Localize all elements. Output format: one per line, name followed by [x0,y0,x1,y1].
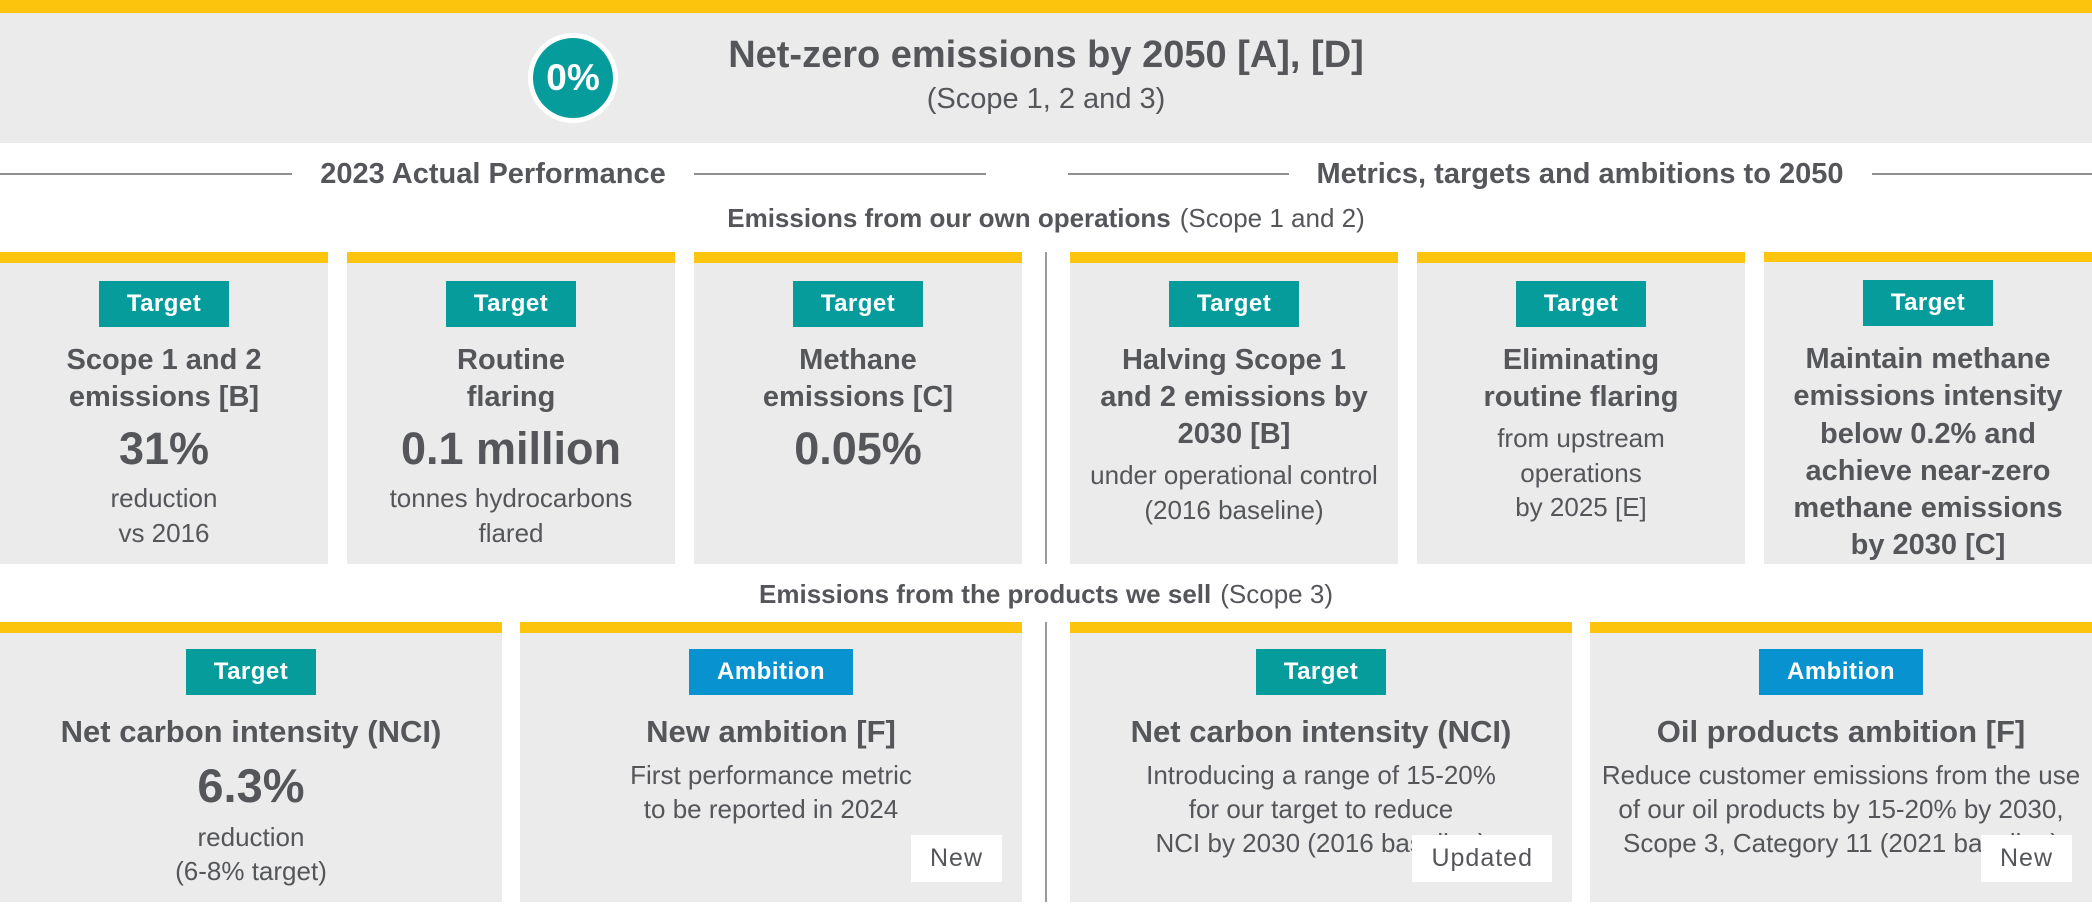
card-value: 31% [118,423,210,475]
card-detail: First performance metric to be reported … [630,759,912,824]
cards-group-right: Target Halving Scope 1 and 2 emissions b… [1070,252,2092,564]
card-detail: under operational control (2016 baseline… [1090,460,1378,525]
card-title: Maintain methane emissions intensity bel… [1793,343,2063,561]
card-title: Net carbon intensity (NCI) [1130,714,1512,749]
card-new-ambition: Ambition New ambition [F] First performa… [520,622,1022,902]
progress-circle: 0% [528,33,618,123]
column-header-left: 2023 Actual Performance [320,157,666,190]
status-tag-updated: Updated [1412,835,1552,882]
card-detail: reduction (6-8% target) [175,822,327,887]
target-badge: Target [185,649,317,695]
progress-circle-label: 0% [546,57,600,98]
card-accent-bar [1764,252,2092,263]
card-accent-bar [1417,252,1745,263]
column-divider [1022,622,1070,902]
cards-row-scope-1-2: Target Scope 1 and 2 emissions [B] 31% r… [0,252,2092,564]
card-detail: tonnes hydrocarbons flared [389,483,633,548]
target-badge: Target [1255,649,1387,695]
card-title: Net carbon intensity (NCI) [60,714,442,749]
section-label-bold: Emissions from the products we sell [759,578,1212,609]
target-badge: Target [98,281,230,327]
cards-group-right: Target Net carbon intensity (NCI) Introd… [1070,622,2092,902]
page-subtitle: (Scope 1, 2 and 3) [926,82,1166,115]
cards-group-left: Target Net carbon intensity (NCI) 6.3% r… [0,622,1022,902]
card-oil-products-ambition: Ambition Oil products ambition [F] Reduc… [1590,622,2092,902]
top-accent-bar [0,0,2092,13]
target-badge: Target [792,281,924,327]
card-scope-1-2-emissions: Target Scope 1 and 2 emissions [B] 31% r… [0,252,328,564]
header-titles: Net-zero emissions by 2050 [A], [D] (Sco… [0,13,2092,117]
target-badge: Target [1862,280,1994,327]
card-routine-flaring: Target Routine flaring 0.1 million tonne… [347,252,675,564]
card-title: Routine flaring [457,344,565,414]
card-accent-bar [347,252,675,263]
card-nci-target: Target Net carbon intensity (NCI) Introd… [1070,622,1572,902]
section-label-own-operations: Emissions from our own operations (Scope… [0,200,2092,236]
card-title: New ambition [F] [646,714,896,749]
card-detail: Reduce customer emissions from the use o… [1601,759,2081,859]
card-halving-scope-1-2: Target Halving Scope 1 and 2 emissions b… [1070,252,1398,564]
card-methane-intensity-target: Target Maintain methane emissions intens… [1764,252,2092,564]
card-value: 0.05% [794,423,922,475]
card-methane-emissions: Target Methane emissions [C] 0.05% [694,252,1022,564]
header-band: 0% Net-zero emissions by 2050 [A], [D] (… [0,13,2092,143]
ambition-badge: Ambition [1759,649,1923,695]
card-nci-actual: Target Net carbon intensity (NCI) 6.3% r… [0,622,502,902]
section-label-bold: Emissions from our own operations [727,202,1171,233]
card-title: Halving Scope 1 and 2 emissions by 2030 … [1100,344,1368,451]
target-badge: Target [1515,281,1647,327]
card-title: Eliminating routine flaring [1483,344,1679,414]
column-header-right-group: Metrics, targets and ambitions to 2050 [1068,150,2092,198]
section-label-note: (Scope 1 and 2) [1179,202,1365,233]
ambition-badge: Ambition [689,649,853,695]
decorative-rule [1871,173,2092,175]
card-accent-bar [1070,622,1572,633]
card-title: Scope 1 and 2 emissions [B] [66,344,262,414]
column-divider [1022,252,1070,564]
card-value: 6.3% [197,758,305,812]
status-tag-new: New [910,835,1002,882]
cards-group-left: Target Scope 1 and 2 emissions [B] 31% r… [0,252,1022,564]
card-detail: from upstream operations by 2025 [E] [1497,423,1665,522]
card-value: 0.1 million [400,423,622,475]
section-label-note: (Scope 3) [1220,578,1333,609]
card-accent-bar [0,252,328,263]
column-headers: 2023 Actual Performance Metrics, targets… [0,150,2092,198]
card-title: Methane emissions [C] [762,344,954,414]
card-accent-bar [694,252,1022,263]
target-badge: Target [445,281,577,327]
card-accent-bar [1590,622,2092,633]
cards-row-scope-3: Target Net carbon intensity (NCI) 6.3% r… [0,622,2092,902]
card-eliminating-routine-flaring: Target Eliminating routine flaring from … [1417,252,1745,564]
page-title: Net-zero emissions by 2050 [A], [D] [728,34,1364,76]
decorative-rule [693,173,987,175]
target-badge: Target [1168,281,1300,327]
column-header-right: Metrics, targets and ambitions to 2050 [1316,157,1844,190]
status-tag-new: New [1980,835,2072,882]
card-title: Oil products ambition [F] [1656,714,2026,749]
section-label-products-we-sell: Emissions from the products we sell (Sco… [0,576,2092,612]
card-accent-bar [520,622,1022,633]
decorative-rule [1068,173,1289,175]
card-detail: reduction vs 2016 [110,483,218,548]
column-header-left-group: 2023 Actual Performance [0,150,1024,198]
card-accent-bar [1070,252,1398,263]
card-accent-bar [0,622,502,633]
decorative-rule [0,173,293,175]
